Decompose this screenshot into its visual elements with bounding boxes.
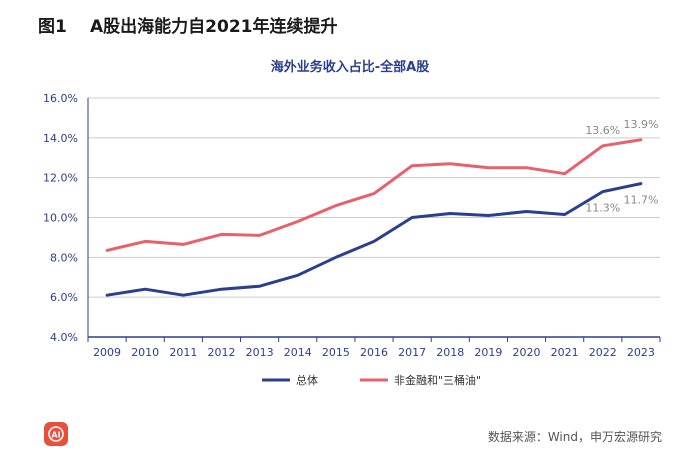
ai-logo-icon: AI bbox=[44, 422, 68, 446]
x-tick-label: 2017 bbox=[398, 346, 426, 359]
x-tick-label: 2012 bbox=[207, 346, 235, 359]
series-line-non-financial bbox=[105, 138, 643, 252]
data-label: 13.9% bbox=[623, 118, 658, 131]
data-label: 13.6% bbox=[585, 124, 620, 137]
svg-text:AI: AI bbox=[51, 431, 60, 440]
data-source-note: 数据来源：Wind，申万宏源研究 bbox=[487, 430, 662, 444]
y-tick-label: 16.0% bbox=[43, 92, 78, 105]
x-tick-label: 2016 bbox=[360, 346, 388, 359]
x-tick-label: 2021 bbox=[551, 346, 579, 359]
y-tick-label: 12.0% bbox=[43, 172, 78, 185]
data-label: 11.3% bbox=[585, 202, 620, 215]
y-tick-label: 4.0% bbox=[50, 331, 78, 344]
x-tick-label: 2009 bbox=[93, 346, 121, 359]
legend-label: 总体 bbox=[296, 373, 318, 387]
x-tick-label: 2022 bbox=[589, 346, 617, 359]
x-tick-label: 2015 bbox=[322, 346, 350, 359]
y-tick-label: 6.0% bbox=[50, 291, 78, 304]
y-tick-label: 14.0% bbox=[43, 132, 78, 145]
series-line-total bbox=[105, 182, 643, 297]
x-tick-label: 2013 bbox=[246, 346, 274, 359]
y-tick-label: 8.0% bbox=[50, 251, 78, 264]
chart-title: 海外业务收入占比-全部A股 bbox=[271, 59, 429, 75]
figure-label: 图1 bbox=[38, 17, 67, 37]
x-tick-label: 2011 bbox=[169, 346, 197, 359]
data-label: 11.7% bbox=[623, 194, 658, 207]
x-tick-label: 2023 bbox=[627, 346, 655, 359]
x-tick-label: 2019 bbox=[474, 346, 502, 359]
figure-title: A股出海能力自2021年连续提升 bbox=[90, 17, 338, 37]
legend-label: 非金融和"三桶油" bbox=[394, 373, 481, 387]
x-tick-label: 2014 bbox=[284, 346, 312, 359]
y-tick-label: 10.0% bbox=[43, 212, 78, 225]
x-tick-label: 2010 bbox=[131, 346, 159, 359]
x-tick-label: 2018 bbox=[436, 346, 464, 359]
x-tick-label: 2020 bbox=[513, 346, 541, 359]
